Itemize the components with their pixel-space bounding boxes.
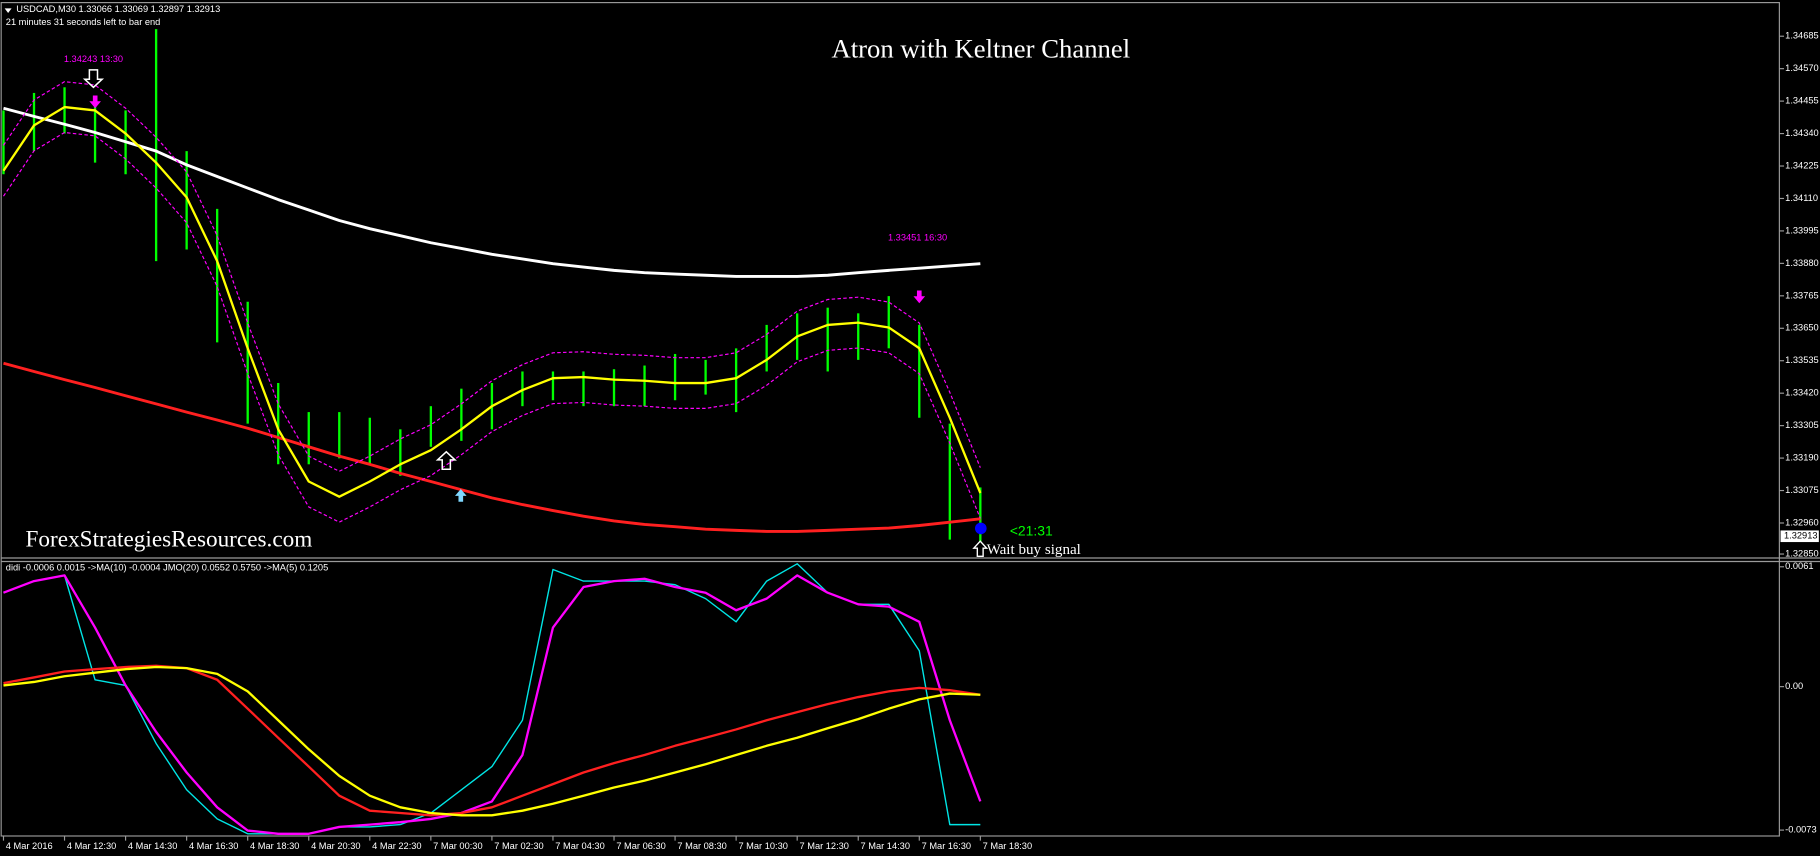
buy-arrow (435, 450, 457, 470)
y-tick-label: 1.33650 (1785, 323, 1819, 333)
x-tick-label: 4 Mar 20:30 (311, 841, 360, 851)
watermark: ForexStrategiesResources.com (26, 526, 313, 552)
y-tick-label: 1.34110 (1785, 193, 1818, 203)
y-tick-label: 1.33075 (1785, 485, 1819, 495)
x-tick-label: 7 Mar 08:30 (677, 841, 726, 851)
plot-layer: 1.34685 1.34570 1.34455 1.34340 1.34225 1.341… (2, 29, 1819, 851)
annotation: Wait buy signal (987, 542, 1081, 558)
indicator-header: didi -0.0006 0.0015 ->MA(10) -0.0004 JMO… (6, 562, 328, 572)
x-tick-label: 7 Mar 02:30 (494, 841, 543, 851)
y-tick-label: 1.34455 (1785, 96, 1819, 106)
x-tick-label: 7 Mar 18:30 (983, 841, 1032, 851)
y-tick-label: -0.0073 (1785, 825, 1816, 835)
x-tick-label: 7 Mar 06:30 (616, 841, 665, 851)
x-tick-label: 7 Mar 04:30 (555, 841, 604, 851)
y-tick-label: 0.00 (1785, 681, 1803, 691)
y-tick-label: 1.34225 (1785, 160, 1819, 170)
magenta-arrow (913, 290, 926, 304)
chart-title: Atron with Keltner Channel (831, 33, 1130, 63)
last-price-label: 1.32913 (1784, 531, 1818, 541)
menu-arrow (4, 8, 12, 14)
last-price-box (1780, 530, 1819, 543)
x-tick-label: 7 Mar 00:30 (433, 841, 482, 851)
x-tick-label: 4 Mar 2016 (6, 841, 53, 851)
x-tick-label: 4 Mar 22:30 (372, 841, 421, 851)
y-tick-label: 1.33765 (1785, 290, 1819, 300)
series-line (3, 131, 981, 523)
symbol-header: USDCAD,M30 1.33066 1.33069 1.32897 1.329… (16, 4, 220, 14)
y-tick-label: 0.0061 (1785, 561, 1813, 571)
series-line (3, 563, 981, 835)
y-tick-label: 1.33535 (1785, 355, 1819, 365)
x-tick-label: 7 Mar 16:30 (922, 841, 971, 851)
series-line (3, 665, 981, 817)
y-tick-label: 1.34340 (1785, 128, 1819, 138)
bar-timer: 21 minutes 31 seconds left to bar end (6, 17, 161, 27)
y-tick-label: 1.34685 (1785, 31, 1819, 41)
sell-arrow (82, 69, 105, 89)
series-line (3, 106, 981, 278)
y-tick-label: 1.33880 (1785, 258, 1819, 268)
wait-arrow (972, 540, 989, 557)
chart-frame (0, 2, 1780, 837)
series-line (3, 574, 982, 835)
y-tick-label: 1.33305 (1785, 420, 1819, 430)
x-tick-label: 4 Mar 18:30 (250, 841, 299, 851)
y-tick-label: 1.32850 (1785, 548, 1819, 558)
magenta-arrow (89, 95, 101, 109)
series-line (3, 81, 981, 472)
x-tick-label: 7 Mar 10:30 (738, 841, 787, 851)
y-tick-label: 1.34570 (1785, 63, 1819, 73)
series-line (2, 105, 982, 498)
x-tick-label: 4 Mar 16:30 (189, 841, 238, 851)
annotation: 1.34243 13:30 (64, 54, 123, 64)
annotation: <21:31 (1010, 523, 1053, 539)
x-tick-label: 7 Mar 12:30 (800, 841, 849, 851)
cyan-arrow (455, 488, 467, 502)
annotation: 1.33451 16:30 (888, 233, 947, 243)
y-tick-label: 1.33190 (1785, 453, 1819, 463)
y-tick-label: 1.33995 (1785, 225, 1819, 235)
y-tick-label: 1.33420 (1785, 388, 1819, 398)
signal-dot (975, 522, 987, 535)
x-tick-label: 7 Mar 14:30 (861, 841, 910, 851)
x-tick-label: 4 Mar 14:30 (128, 841, 177, 851)
x-tick-label: 4 Mar 12:30 (67, 841, 116, 851)
y-tick-label: 1.32960 (1785, 517, 1819, 527)
series-line (3, 361, 981, 533)
